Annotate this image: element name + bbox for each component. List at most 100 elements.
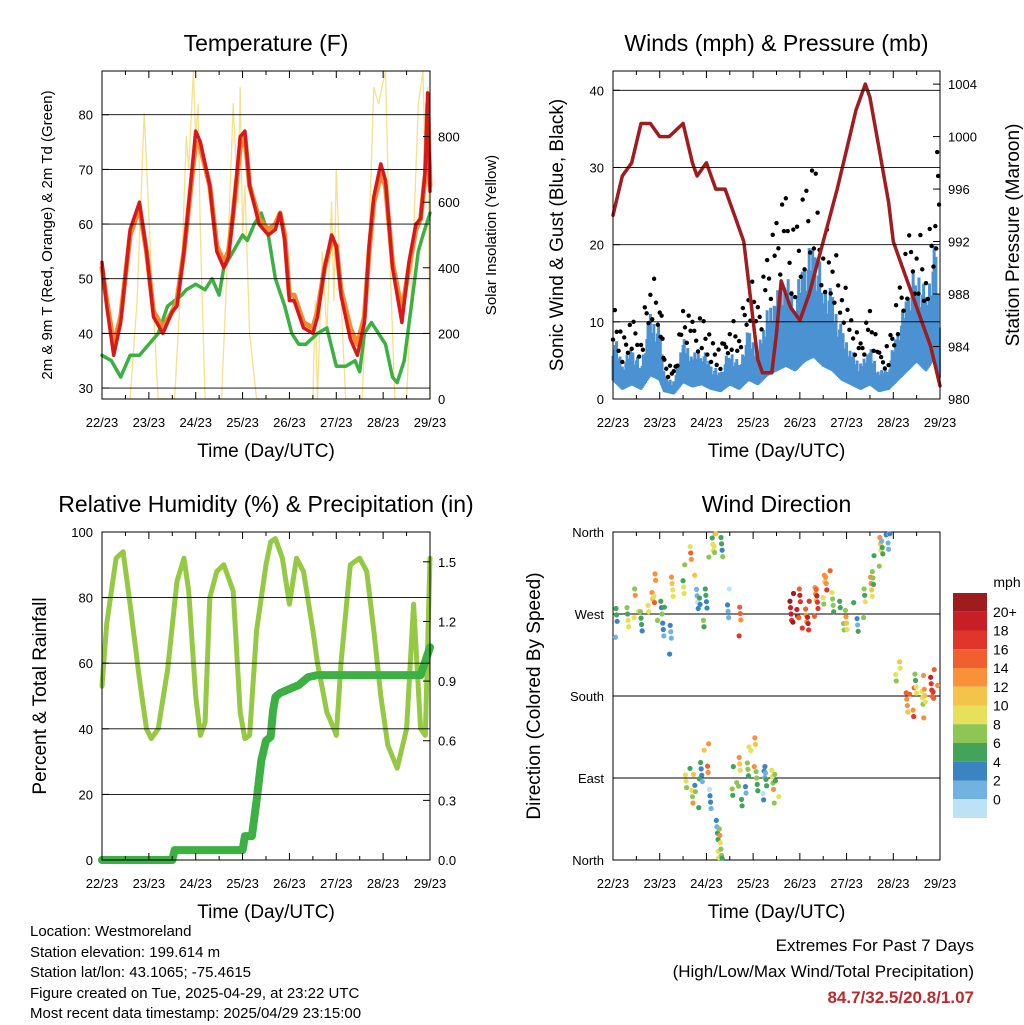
y2-tick-label: 400 [438, 261, 460, 276]
direction-point [626, 624, 632, 630]
x-tick-label: 28/23 [877, 415, 910, 430]
gust-series-mark [650, 317, 655, 322]
y-tick-label: 80 [79, 591, 93, 606]
direction-point [814, 593, 820, 599]
direction-point [921, 686, 927, 692]
colorbar-swatch [953, 799, 987, 818]
gust-series-mark [712, 352, 718, 357]
gust-series-mark [895, 331, 901, 337]
gust-series-mark [729, 347, 734, 352]
direction-point [683, 778, 689, 784]
direction-point [612, 634, 619, 640]
gust-series-mark [653, 300, 659, 305]
direction-point [886, 546, 892, 552]
y-tick-label: North [572, 853, 604, 868]
extremes-box: Extremes For Past 7 Days (High/Low/Max W… [673, 933, 974, 1011]
direction-point [837, 598, 843, 604]
gust-series-mark [796, 248, 802, 254]
direction-point [870, 575, 876, 581]
x-tick-label: 23/23 [133, 876, 166, 891]
y2-axis-label: Solar Insolation (Yellow) [483, 155, 500, 315]
y2-tick-label: 1000 [948, 130, 977, 145]
direction-point [829, 596, 836, 602]
gust-series-mark [802, 267, 807, 272]
gust-series-mark [884, 344, 889, 349]
direction-point [718, 541, 725, 547]
direction-point [712, 549, 718, 556]
gust-series-mark [873, 331, 878, 337]
y-tick-label: 20 [79, 787, 93, 802]
direction-point [726, 586, 732, 592]
x-tick-label: 26/23 [273, 876, 306, 891]
latlon-text: Station lat/lon: 43.1065; -75.4615 [30, 964, 252, 981]
gust-series-mark [890, 336, 895, 342]
x-tick-label: 25/23 [737, 415, 770, 430]
gust-series-mark [906, 233, 912, 238]
gust-series-mark [766, 276, 772, 281]
direction-point [921, 715, 927, 721]
gust-series-mark [618, 329, 623, 334]
direction-point [772, 778, 778, 784]
direction-point [893, 671, 899, 678]
direction-point [879, 544, 885, 551]
gust-series-mark [740, 305, 746, 311]
gust-series-mark [651, 276, 657, 281]
direction-point [701, 624, 707, 630]
gust-series-mark [914, 256, 919, 261]
gust-series-mark [901, 308, 906, 313]
gust-series-mark [878, 354, 884, 360]
y-tick-label: 40 [79, 722, 93, 737]
direction-point [862, 599, 868, 605]
direction-point [704, 763, 711, 769]
gust-series-mark [768, 296, 774, 302]
y-tick-label: 20 [590, 238, 604, 253]
gust-series-mark [627, 322, 633, 328]
direction-point [851, 600, 857, 606]
direction-point [870, 581, 877, 587]
y-tick-label: 40 [590, 83, 604, 98]
direction-point [827, 568, 833, 574]
x-tick-label: 27/23 [830, 415, 863, 430]
direction-point [911, 713, 917, 720]
direction-point [614, 618, 620, 624]
gust-series-mark [665, 374, 671, 380]
direction-point [690, 800, 696, 806]
direction-point [787, 598, 793, 604]
x-tick-label: 26/23 [784, 876, 817, 891]
gust-series-mark [841, 320, 846, 325]
y2-tick-label: 800 [438, 130, 460, 145]
colorbar-swatch [953, 686, 987, 706]
direction-point [692, 789, 699, 795]
direction-point [668, 629, 674, 635]
direction-point [837, 605, 843, 611]
y2-tick-label: 1.2 [438, 614, 456, 629]
direction-point [687, 543, 693, 550]
direction-point [879, 538, 885, 544]
direction-point [787, 605, 794, 611]
direction-point [745, 773, 752, 779]
gust-series-mark [733, 334, 738, 339]
colorbar-swatch [953, 761, 987, 781]
gust-series-mark [933, 223, 938, 229]
gust-series-mark [705, 352, 710, 357]
y2-tick-label: 988 [948, 287, 970, 302]
x-tick-label: 24/23 [179, 876, 212, 891]
gust-series-mark [695, 349, 701, 354]
direction-point [897, 665, 903, 671]
x-axis-label: Time (Day/UTC) [708, 441, 846, 462]
colorbar-swatch [953, 593, 987, 612]
colorbar-swatch [953, 630, 987, 650]
chart-title: Wind Direction [702, 491, 852, 517]
direction-point [814, 599, 821, 605]
gust-series-mark [925, 296, 931, 302]
gust-series-mark [934, 246, 939, 251]
direction-point [763, 776, 769, 782]
direction-point [823, 574, 829, 580]
direction-point [689, 794, 696, 800]
colorbar-label: 14 [993, 660, 1009, 676]
direction-point [737, 604, 743, 610]
gust-series-mark [764, 257, 770, 263]
colorbar-label: 20+ [993, 604, 1017, 620]
y-tick-label: 80 [79, 108, 93, 123]
direction-point [752, 735, 758, 741]
